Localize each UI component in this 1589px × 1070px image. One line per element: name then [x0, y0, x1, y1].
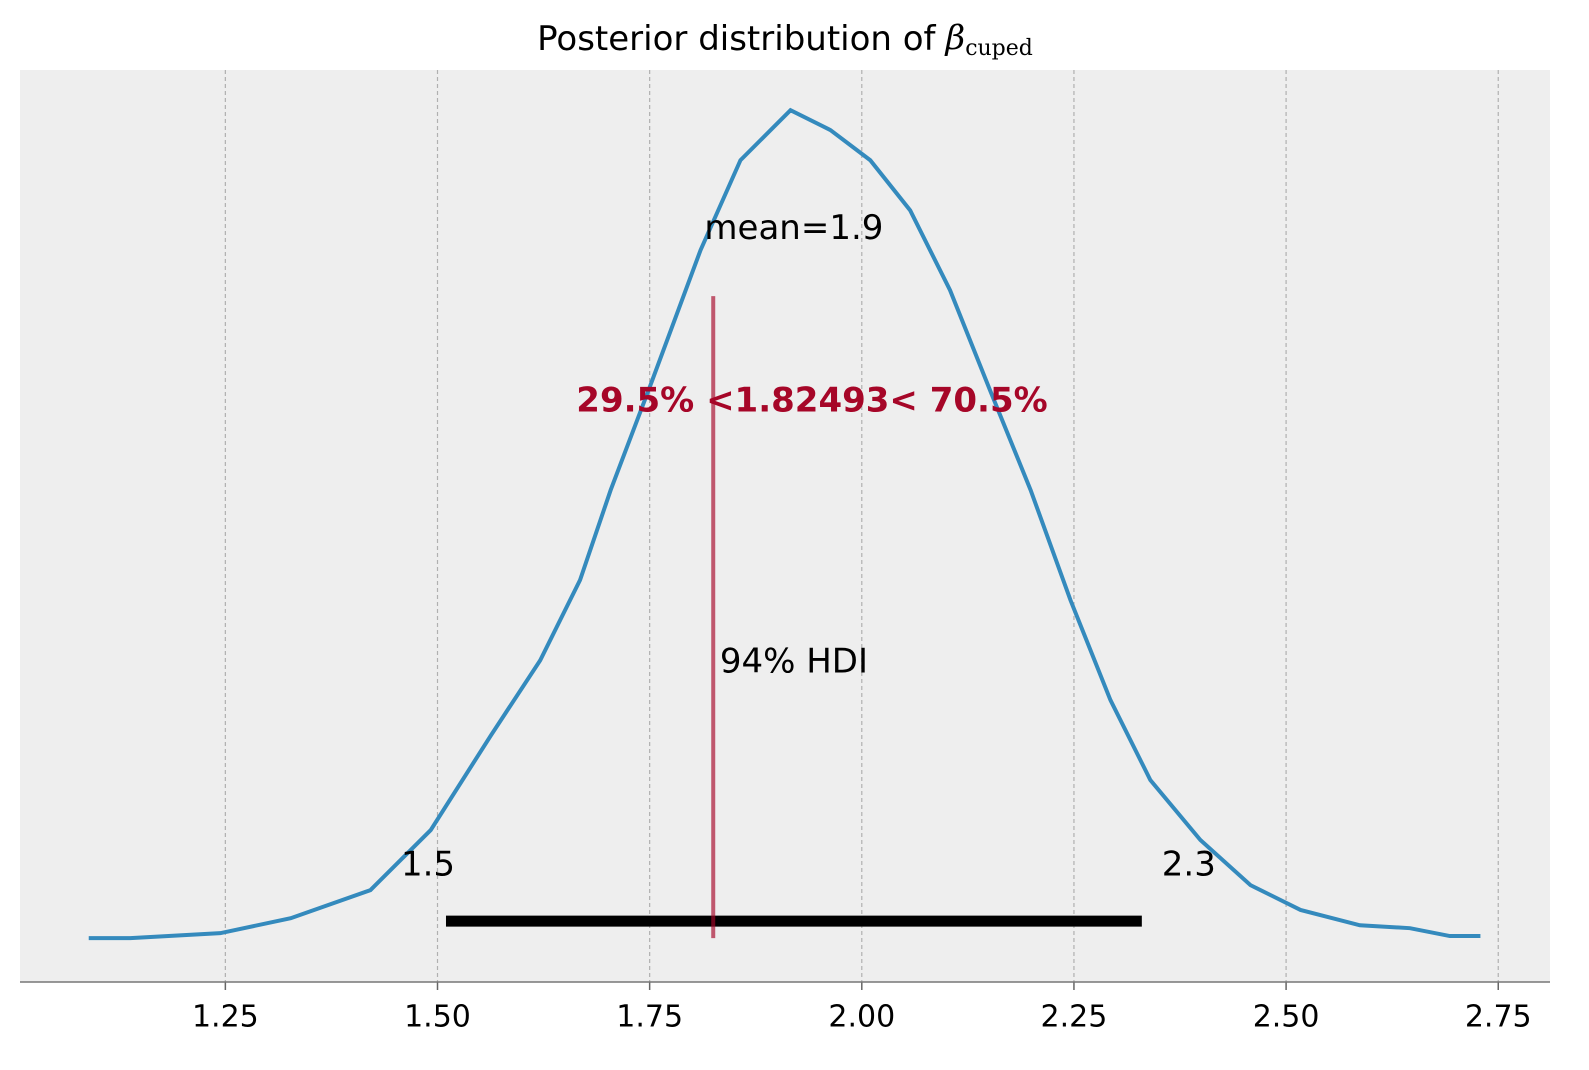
x-tick-label: 2.25 — [1041, 1000, 1108, 1035]
mean-label: mean=1.9 — [704, 208, 883, 248]
title-text: Posterior distribution of — [537, 19, 936, 59]
x-tick-label: 2.00 — [828, 1000, 895, 1035]
x-tick-label: 1.50 — [404, 1000, 471, 1035]
hdi-high-label: 2.3 — [1162, 845, 1216, 885]
hdi-low-label: 1.5 — [401, 845, 455, 885]
title-symbol: β — [944, 18, 966, 58]
title-subscript: cuped — [965, 36, 1033, 61]
density-line — [88, 107, 1481, 941]
x-tick-label: 1.75 — [616, 1000, 683, 1035]
reference-label: 29.5% <1.82493< 70.5% — [576, 380, 1047, 420]
x-tick-label: 1.25 — [192, 1000, 259, 1035]
chart-title: Posterior distribution of βcuped — [537, 18, 1033, 61]
plot-area — [20, 70, 1550, 982]
x-tick-label: 2.75 — [1465, 1000, 1532, 1035]
hdi-label: 94% HDI — [720, 641, 868, 681]
x-tick-label: 2.50 — [1253, 1000, 1320, 1035]
